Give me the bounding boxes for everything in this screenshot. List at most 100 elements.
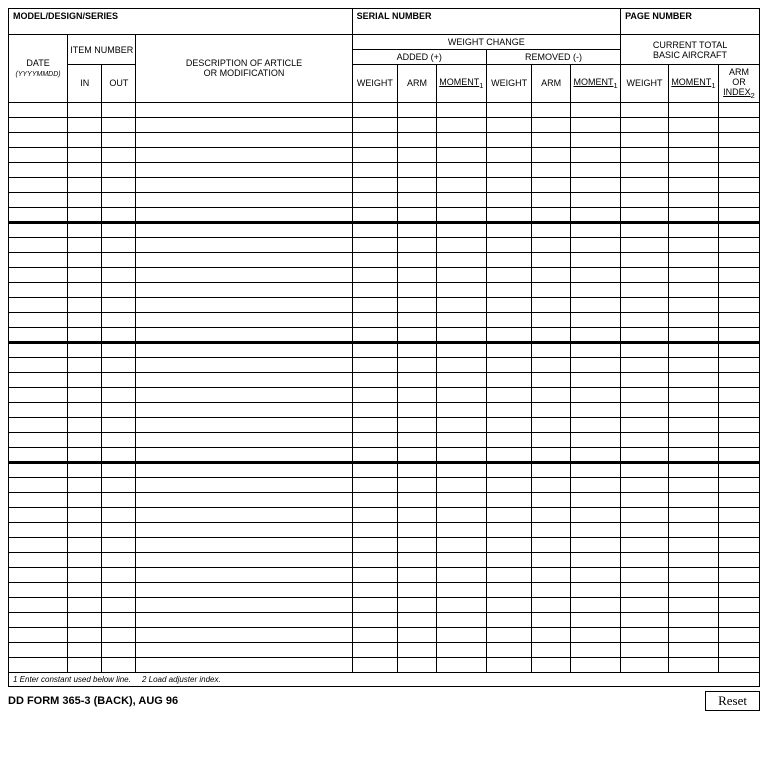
- cell[interactable]: [102, 492, 136, 507]
- cell[interactable]: [9, 462, 68, 477]
- cell[interactable]: [102, 147, 136, 162]
- cell[interactable]: [532, 207, 571, 222]
- cell[interactable]: [571, 462, 621, 477]
- cell[interactable]: [532, 267, 571, 282]
- cell[interactable]: [68, 297, 102, 312]
- cell[interactable]: [102, 252, 136, 267]
- table-row[interactable]: [9, 177, 760, 192]
- cell[interactable]: [9, 192, 68, 207]
- table-row[interactable]: [9, 417, 760, 432]
- table-row[interactable]: [9, 372, 760, 387]
- cell[interactable]: [532, 222, 571, 237]
- cell[interactable]: [436, 567, 486, 582]
- cell[interactable]: [621, 222, 669, 237]
- cell[interactable]: [486, 117, 532, 132]
- cell[interactable]: [718, 357, 759, 372]
- table-row[interactable]: [9, 537, 760, 552]
- cell[interactable]: [68, 642, 102, 657]
- cell[interactable]: [718, 147, 759, 162]
- cell[interactable]: [102, 522, 136, 537]
- cell[interactable]: [436, 582, 486, 597]
- cell[interactable]: [486, 342, 532, 357]
- cell[interactable]: [398, 642, 437, 657]
- cell[interactable]: [436, 237, 486, 252]
- table-row[interactable]: [9, 477, 760, 492]
- cell[interactable]: [136, 447, 352, 462]
- cell[interactable]: [352, 297, 398, 312]
- cell[interactable]: [68, 477, 102, 492]
- table-row[interactable]: [9, 627, 760, 642]
- cell[interactable]: [9, 357, 68, 372]
- table-row[interactable]: [9, 402, 760, 417]
- cell[interactable]: [436, 432, 486, 447]
- cell[interactable]: [621, 357, 669, 372]
- cell[interactable]: [571, 102, 621, 117]
- cell[interactable]: [102, 567, 136, 582]
- cell[interactable]: [136, 627, 352, 642]
- cell[interactable]: [571, 612, 621, 627]
- cell[interactable]: [571, 387, 621, 402]
- cell[interactable]: [398, 462, 437, 477]
- cell[interactable]: [136, 132, 352, 147]
- cell[interactable]: [136, 327, 352, 342]
- table-row[interactable]: [9, 492, 760, 507]
- cell[interactable]: [718, 477, 759, 492]
- cell[interactable]: [136, 342, 352, 357]
- cell[interactable]: [398, 492, 437, 507]
- cell[interactable]: [718, 222, 759, 237]
- cell[interactable]: [136, 387, 352, 402]
- cell[interactable]: [102, 372, 136, 387]
- cell[interactable]: [668, 567, 718, 582]
- cell[interactable]: [436, 477, 486, 492]
- cell[interactable]: [102, 312, 136, 327]
- cell[interactable]: [486, 612, 532, 627]
- table-row[interactable]: [9, 387, 760, 402]
- cell[interactable]: [436, 132, 486, 147]
- cell[interactable]: [668, 207, 718, 222]
- cell[interactable]: [486, 537, 532, 552]
- cell[interactable]: [621, 162, 669, 177]
- cell[interactable]: [68, 507, 102, 522]
- cell[interactable]: [136, 237, 352, 252]
- cell[interactable]: [532, 297, 571, 312]
- cell[interactable]: [9, 432, 68, 447]
- cell[interactable]: [621, 342, 669, 357]
- cell[interactable]: [136, 207, 352, 222]
- cell[interactable]: [486, 552, 532, 567]
- cell[interactable]: [398, 417, 437, 432]
- cell[interactable]: [436, 102, 486, 117]
- cell[interactable]: [9, 297, 68, 312]
- cell[interactable]: [9, 237, 68, 252]
- cell[interactable]: [718, 117, 759, 132]
- cell[interactable]: [532, 447, 571, 462]
- cell[interactable]: [571, 252, 621, 267]
- cell[interactable]: [571, 492, 621, 507]
- cell[interactable]: [436, 642, 486, 657]
- cell[interactable]: [668, 612, 718, 627]
- cell[interactable]: [398, 597, 437, 612]
- table-row[interactable]: [9, 222, 760, 237]
- cell[interactable]: [68, 567, 102, 582]
- cell[interactable]: [486, 477, 532, 492]
- cell[interactable]: [621, 207, 669, 222]
- cell[interactable]: [718, 297, 759, 312]
- cell[interactable]: [136, 477, 352, 492]
- cell[interactable]: [621, 552, 669, 567]
- cell[interactable]: [9, 417, 68, 432]
- cell[interactable]: [668, 402, 718, 417]
- cell[interactable]: [136, 507, 352, 522]
- cell[interactable]: [102, 207, 136, 222]
- cell[interactable]: [398, 267, 437, 282]
- cell[interactable]: [68, 372, 102, 387]
- cell[interactable]: [352, 627, 398, 642]
- cell[interactable]: [352, 417, 398, 432]
- cell[interactable]: [668, 642, 718, 657]
- cell[interactable]: [718, 507, 759, 522]
- cell[interactable]: [621, 282, 669, 297]
- cell[interactable]: [398, 207, 437, 222]
- cell[interactable]: [136, 192, 352, 207]
- cell[interactable]: [532, 537, 571, 552]
- cell[interactable]: [9, 102, 68, 117]
- cell[interactable]: [102, 162, 136, 177]
- cell[interactable]: [9, 402, 68, 417]
